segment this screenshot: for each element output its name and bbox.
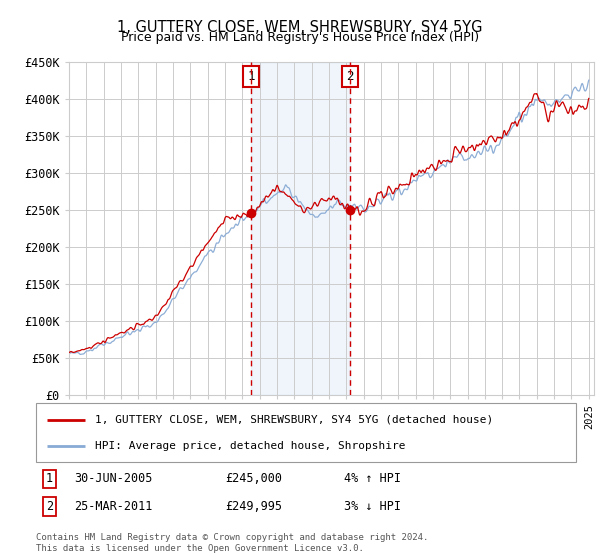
Bar xyxy=(251,62,350,395)
Text: Price paid vs. HM Land Registry's House Price Index (HPI): Price paid vs. HM Land Registry's House … xyxy=(121,31,479,44)
Text: Contains HM Land Registry data © Crown copyright and database right 2024.
This d: Contains HM Land Registry data © Crown c… xyxy=(36,533,428,553)
Text: £249,995: £249,995 xyxy=(225,500,282,513)
Text: 1, GUTTERY CLOSE, WEM, SHREWSBURY, SY4 5YG (detached house): 1, GUTTERY CLOSE, WEM, SHREWSBURY, SY4 5… xyxy=(95,414,494,424)
Text: 25-MAR-2011: 25-MAR-2011 xyxy=(74,500,152,513)
Text: 3% ↓ HPI: 3% ↓ HPI xyxy=(344,500,401,513)
Text: 1: 1 xyxy=(247,70,254,83)
FancyBboxPatch shape xyxy=(36,403,576,462)
Text: 4% ↑ HPI: 4% ↑ HPI xyxy=(344,473,401,486)
Text: 2: 2 xyxy=(46,500,53,513)
Text: HPI: Average price, detached house, Shropshire: HPI: Average price, detached house, Shro… xyxy=(95,441,406,451)
Text: 30-JUN-2005: 30-JUN-2005 xyxy=(74,473,152,486)
Text: 2: 2 xyxy=(346,70,354,83)
Text: £245,000: £245,000 xyxy=(225,473,282,486)
Text: 1, GUTTERY CLOSE, WEM, SHREWSBURY, SY4 5YG: 1, GUTTERY CLOSE, WEM, SHREWSBURY, SY4 5… xyxy=(117,20,483,35)
Text: 1: 1 xyxy=(46,473,53,486)
